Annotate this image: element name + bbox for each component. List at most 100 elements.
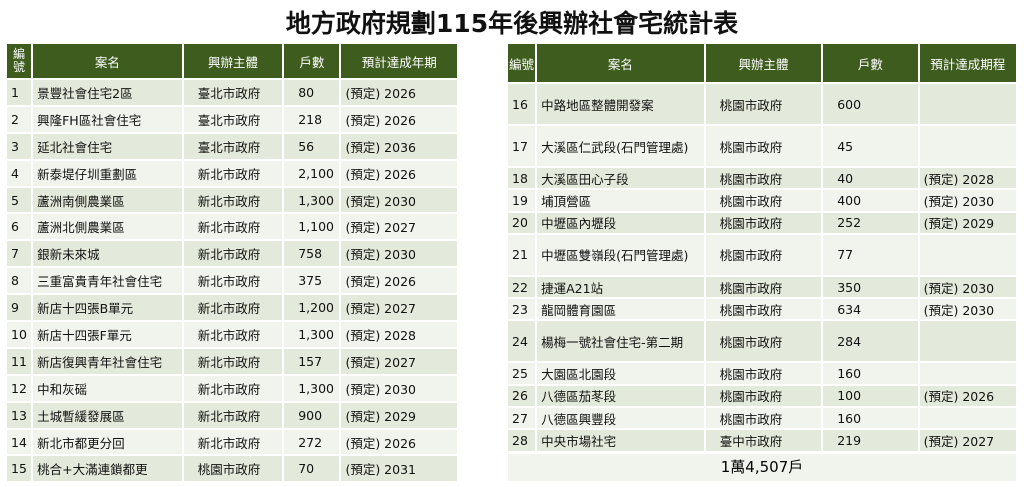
- title: 地方政府規劃115年後興辦社會宅統計表: [285, 9, 739, 38]
- row: 13 土城暫緩發展區 新北市政府 900 (預定) 2029: [7, 402, 459, 428]
- cell: 新店十四張F單元: [33, 322, 184, 347]
- cell: 5: [7, 187, 34, 213]
- cell: 2: [7, 106, 34, 132]
- row: 10 新店十四張F單元 新北市政府 1,300 (預定) 2028: [7, 322, 459, 347]
- cell: 24: [508, 321, 538, 362]
- row: 21 中壢區雙嶺段(石門管理處) 桃園市政府 77: [508, 234, 1018, 275]
- cell: 延北社會住宅: [33, 133, 184, 159]
- cell: (預定) 2030: [341, 241, 459, 267]
- cell: 1,300: [284, 187, 342, 213]
- cell: 新北市政府: [183, 160, 285, 186]
- cell: 桃園市政府: [705, 168, 824, 189]
- cell: 3: [7, 133, 34, 159]
- cell: 218: [284, 106, 342, 132]
- cell: (預定) 2026: [341, 80, 459, 105]
- cell: 284: [823, 321, 920, 362]
- cell: 新北市政府: [183, 402, 285, 428]
- cell: 1: [7, 80, 34, 105]
- row: 22 捷運A21站 桃園市政府 350 (預定) 2030: [508, 276, 1018, 298]
- cell: 桃園市政府: [705, 126, 824, 166]
- cell: 楊梅一號社會住宅-第二期: [537, 321, 706, 362]
- cell: 埔頂營區: [537, 190, 706, 211]
- cell: 2,100: [284, 160, 342, 186]
- total: 1萬4,507戶: [508, 454, 1016, 481]
- cell: 17: [508, 126, 538, 166]
- header-cell: 預計達成年期: [341, 44, 459, 78]
- cell: 8: [7, 268, 34, 294]
- cell: 900: [284, 402, 342, 428]
- cell: 新北市政府: [183, 268, 285, 294]
- header-cell: 戶數: [284, 44, 342, 78]
- cell: 16: [508, 84, 538, 124]
- cell: 23: [508, 299, 538, 320]
- row: 3 延北社會住宅 臺北市政府 56 (預定) 2036: [7, 133, 459, 159]
- row: 26 八德區茄苳段 桃園市政府 100 (預定) 2026: [508, 385, 1018, 407]
- cell: [919, 234, 1018, 275]
- cell: 桃園市政府: [705, 321, 824, 362]
- cell: 40: [823, 168, 920, 189]
- cell: (預定) 2030: [919, 299, 1018, 320]
- cell: 新北市政府: [183, 375, 285, 401]
- header-row: 編號 案名 興辦主體 戶數 預計達成年期: [7, 44, 459, 78]
- cell: 77: [823, 234, 920, 275]
- cell: 桃園市政府: [705, 299, 824, 320]
- cell: [919, 363, 1018, 384]
- cell: 157: [284, 348, 342, 374]
- cell: [919, 126, 1018, 166]
- row: 27 八德區興豐段 桃園市政府 160: [508, 408, 1018, 429]
- cell: 桃園市政府: [705, 408, 824, 429]
- cell: (預定) 2030: [919, 276, 1018, 298]
- cell: (預定) 2028: [919, 168, 1018, 189]
- cell: 新北市政府: [183, 322, 285, 347]
- cell: 大園區北園段: [537, 363, 706, 384]
- cell: (預定) 2031: [341, 456, 459, 482]
- row: 17 大溪區仁武段(石門管理處) 桃園市政府 45: [508, 126, 1018, 166]
- cell: 28: [508, 430, 538, 451]
- cell: 中和灰磘: [33, 375, 184, 401]
- cell: 桃園市政府: [705, 190, 824, 211]
- cell: 新北市政府: [183, 214, 285, 240]
- cell: (預定) 2036: [341, 133, 459, 159]
- cell: 27: [508, 408, 538, 429]
- cell: (預定) 2027: [341, 214, 459, 240]
- cell: 桃園市政府: [705, 363, 824, 384]
- row: 14 新北市都更分回 新北市政府 272 (預定) 2026: [7, 429, 459, 455]
- cell: (預定) 2027: [341, 348, 459, 374]
- cell: 20: [508, 212, 538, 233]
- cell: 9: [7, 295, 34, 321]
- cell: 10: [7, 322, 34, 347]
- cell: 桃園市政府: [183, 456, 285, 482]
- row: 8 三重富貴青年社會住宅 新北市政府 375 (預定) 2026: [7, 268, 459, 294]
- cell: 160: [823, 408, 920, 429]
- cell: (預定) 2029: [919, 212, 1018, 233]
- cell: 400: [823, 190, 920, 211]
- cell: 1,200: [284, 295, 342, 321]
- cell: 臺北市政府: [183, 106, 285, 132]
- cell: 八德區茄苳段: [537, 385, 706, 407]
- cell: 4: [7, 160, 34, 186]
- row: 1 景豐社會住宅2區 臺北市政府 80 (預定) 2026: [7, 80, 459, 105]
- cell: (預定) 2027: [341, 295, 459, 321]
- cell: 13: [7, 402, 34, 428]
- cell: 捷運A21站: [537, 276, 706, 298]
- cell: (預定) 2030: [341, 187, 459, 213]
- cell: 土城暫緩發展區: [33, 402, 184, 428]
- cell: 大溪區仁武段(石門管理處): [537, 126, 706, 166]
- row: 5 蘆洲南側農業區 新北市政府 1,300 (預定) 2030: [7, 187, 459, 213]
- cell: 56: [284, 133, 342, 159]
- row: 2 興隆FH區社會住宅 臺北市政府 218 (預定) 2026: [7, 106, 459, 132]
- header-cell: 戶數: [823, 44, 920, 82]
- cell: 新北市政府: [183, 348, 285, 374]
- cell: 蘆洲北側農業區: [33, 214, 184, 240]
- cell: (預定) 2026: [341, 429, 459, 455]
- cell: 1,100: [284, 214, 342, 240]
- cell: (預定) 2030: [341, 375, 459, 401]
- cell: 11: [7, 348, 34, 374]
- cell: [919, 84, 1018, 124]
- cell: 1,300: [284, 375, 342, 401]
- cell: (預定) 2027: [919, 430, 1018, 451]
- cell: 桃園市政府: [705, 212, 824, 233]
- row: 19 埔頂營區 桃園市政府 400 (預定) 2030: [508, 190, 1018, 211]
- cell: 新北市政府: [183, 241, 285, 267]
